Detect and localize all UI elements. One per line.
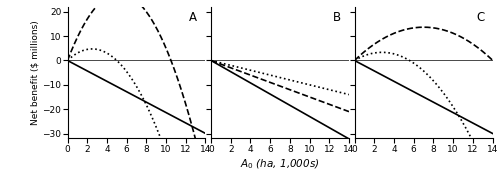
Text: C: C [476, 11, 484, 24]
Text: A: A [189, 11, 197, 24]
Text: B: B [332, 11, 340, 24]
Text: $A_0$ (ha, 1,000s): $A_0$ (ha, 1,000s) [240, 158, 320, 171]
Y-axis label: Net benefit ($ millions): Net benefit ($ millions) [30, 20, 40, 125]
